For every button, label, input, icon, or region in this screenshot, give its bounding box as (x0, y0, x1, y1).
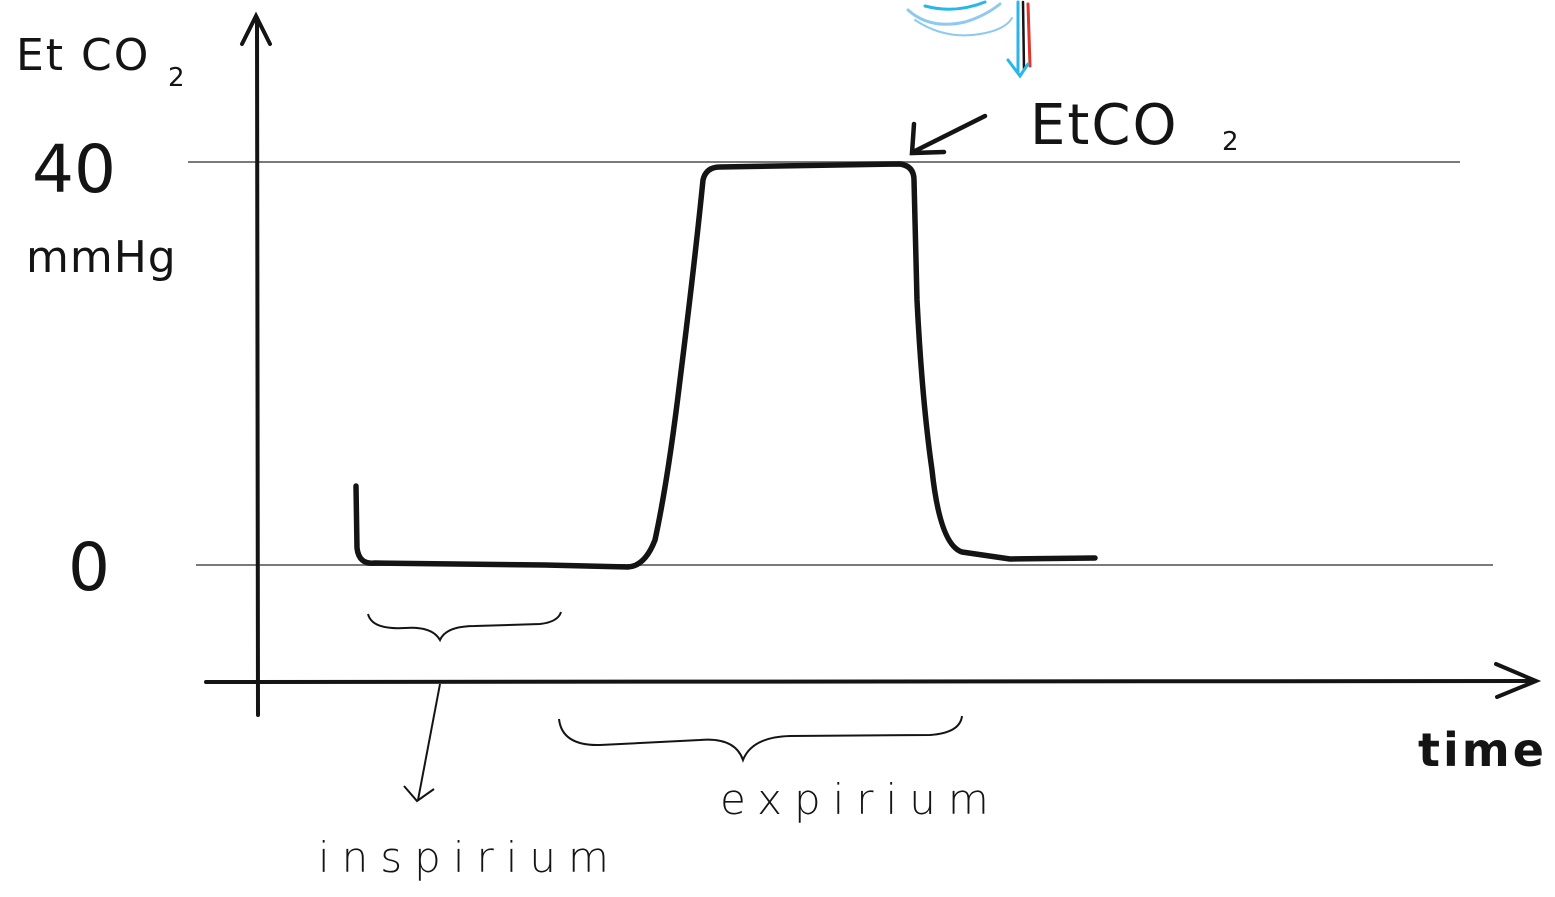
co2-waveform (353, 161, 1098, 570)
expiration-brace (558, 715, 963, 763)
y-axis (240, 11, 272, 717)
tick-unit-mmhg: mmHg (26, 232, 177, 283)
partial-figure-doodle (906, 0, 1032, 79)
y-axis-title-subscript: 2 (168, 63, 185, 93)
expiration-label: expirium (720, 775, 1001, 824)
tick-label-0: 0 (68, 529, 110, 606)
tick-label-40: 40 (32, 131, 116, 208)
inspiration-label: inspirium (318, 833, 621, 882)
etco2-annotation-label: EtCO (1030, 93, 1179, 158)
x-axis-title: time (1418, 723, 1547, 777)
etco2-annotation-subscript: 2 (1222, 127, 1239, 157)
inspiration-pointer-arrow (403, 683, 441, 803)
y-axis-title: Et CO (16, 30, 150, 81)
etco2-pointer-arrow (909, 113, 988, 156)
x-axis (204, 662, 1542, 699)
y-axis-arrowhead (240, 11, 272, 46)
x-axis-arrowhead (1494, 662, 1542, 699)
inspiration-brace (367, 611, 562, 643)
